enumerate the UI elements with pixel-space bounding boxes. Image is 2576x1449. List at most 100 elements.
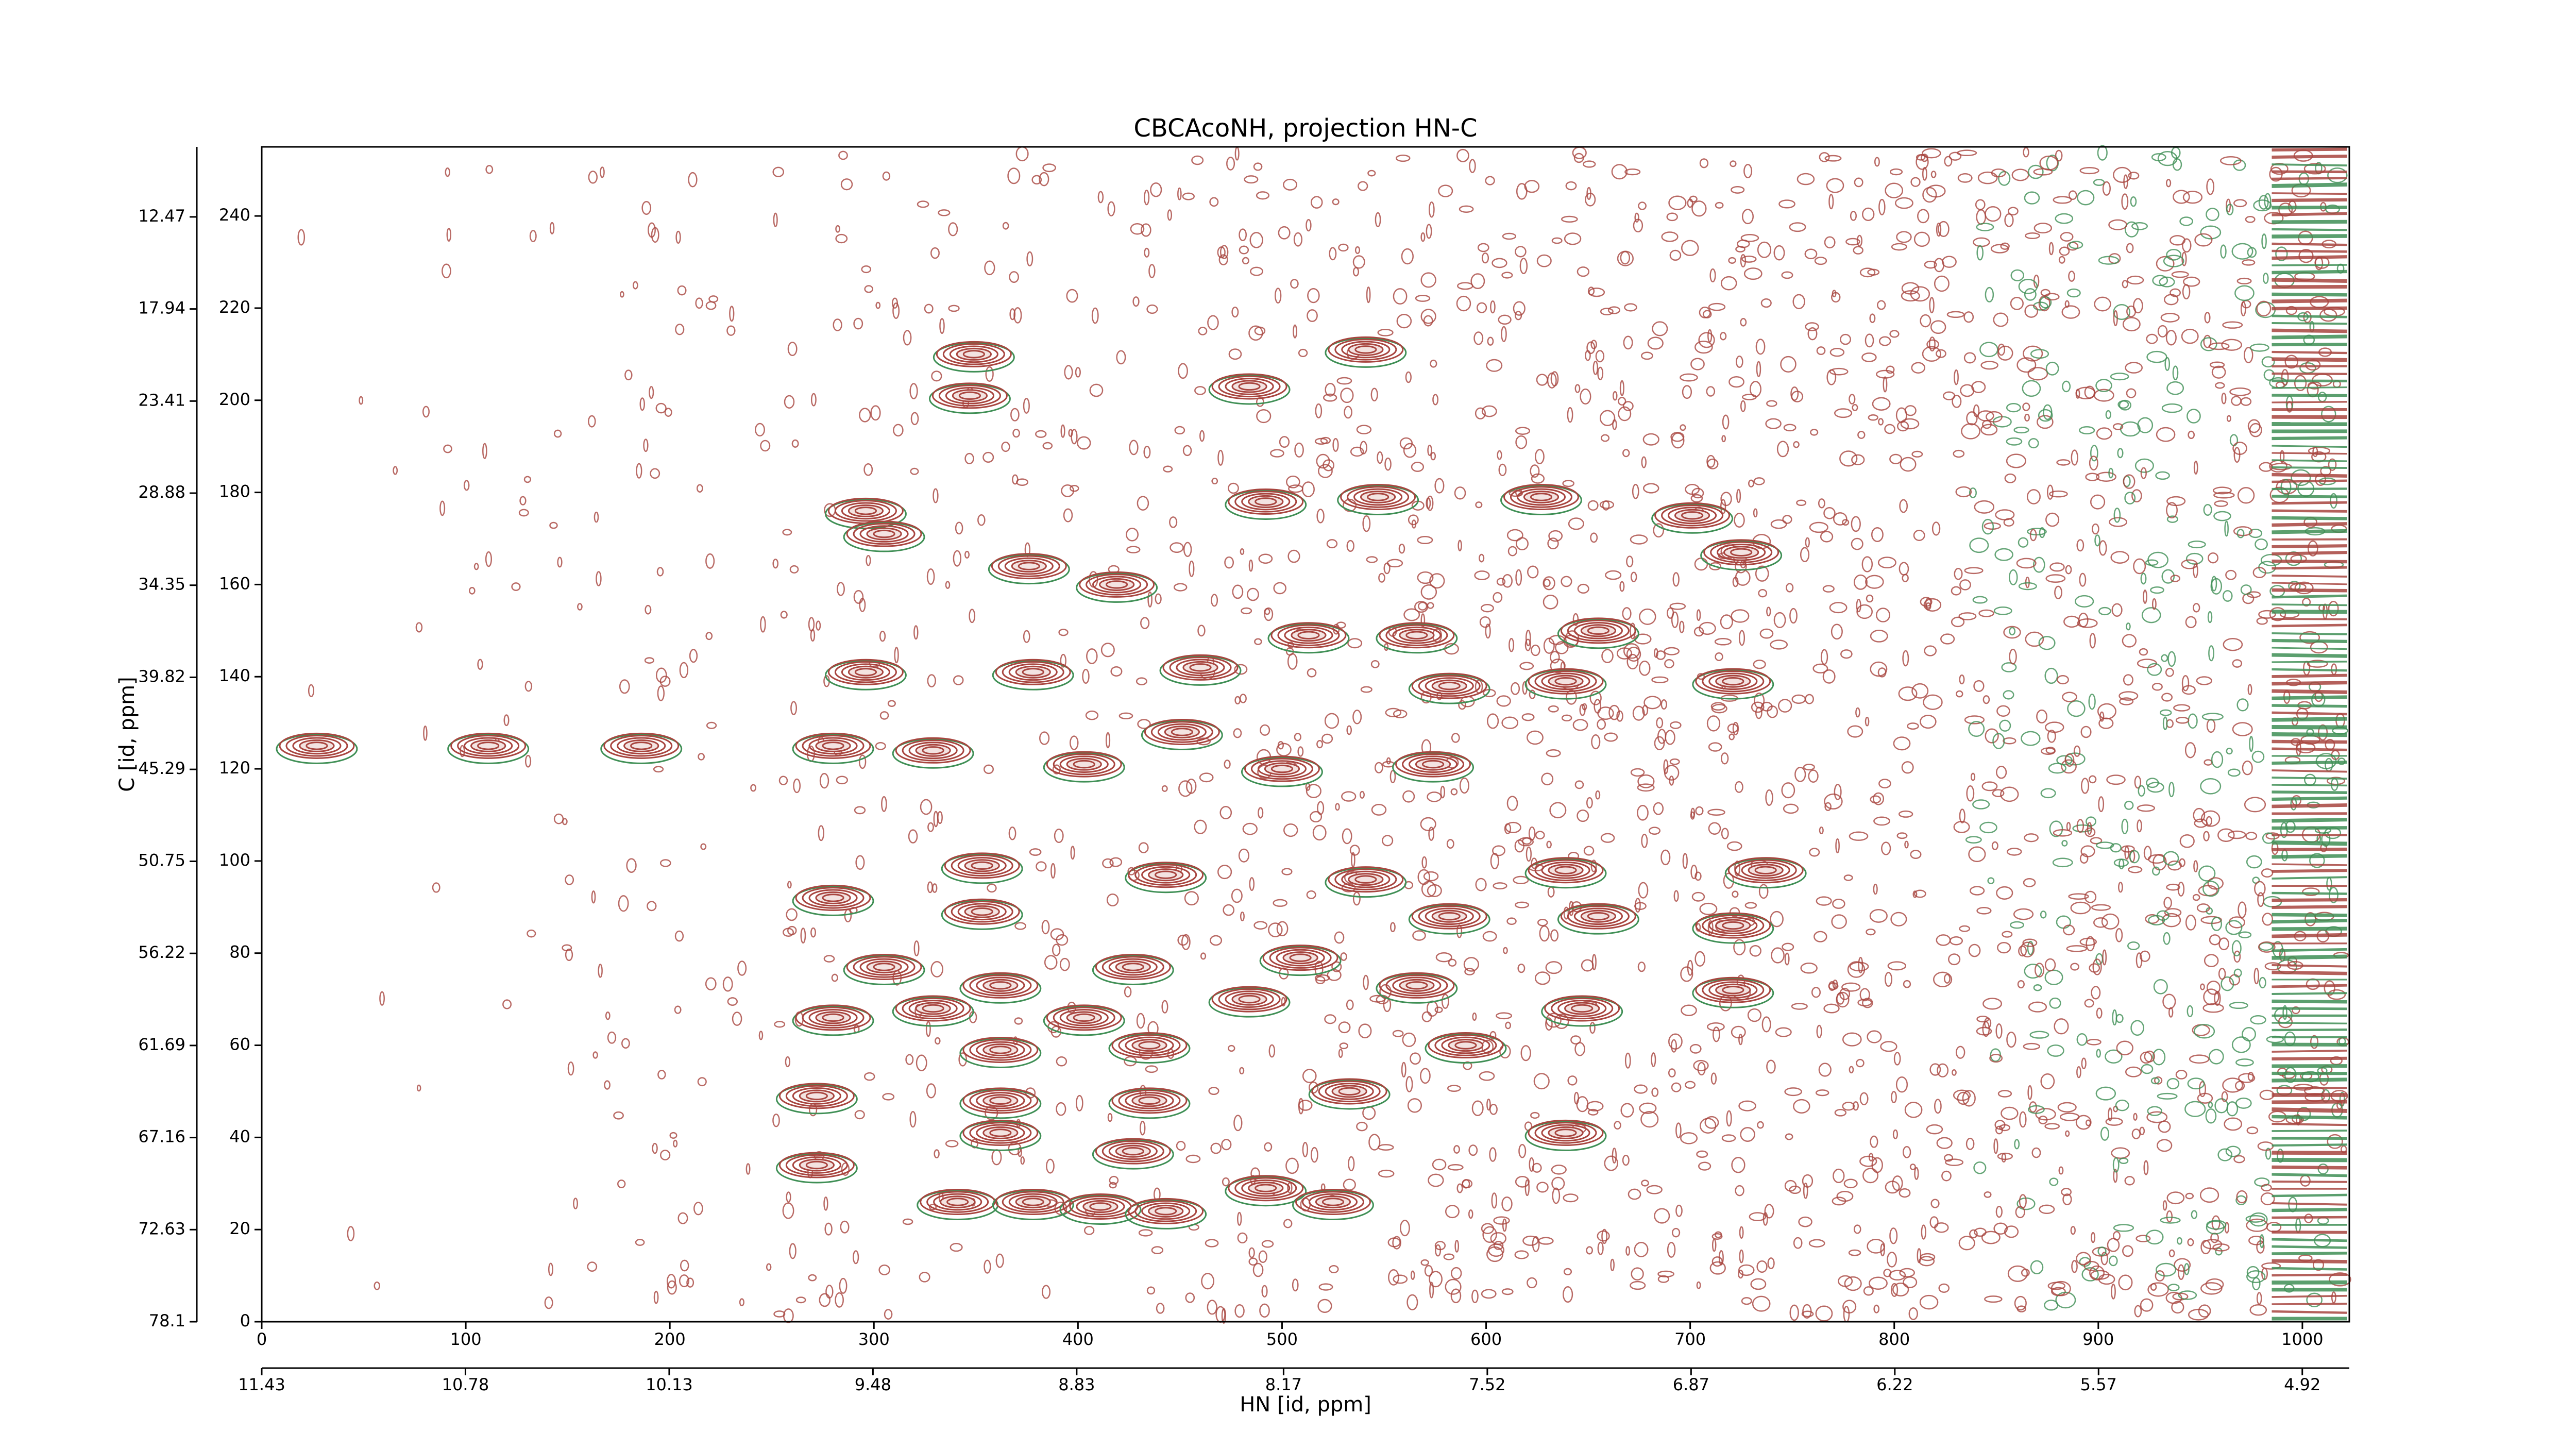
noise-contour xyxy=(2185,1192,2194,1200)
contour-ring xyxy=(1022,1198,1044,1206)
noise-contour xyxy=(2006,453,2026,468)
noise-contour xyxy=(1866,594,1874,603)
noise-contour xyxy=(1842,519,1850,526)
noise-contour xyxy=(878,1264,890,1275)
noise-contour xyxy=(2208,1101,2213,1108)
noise-contour xyxy=(1207,1300,1217,1315)
noise-contour xyxy=(2247,1071,2254,1082)
noise-contour xyxy=(2136,952,2143,969)
noise-contour xyxy=(2040,788,2056,799)
noise-contour xyxy=(1207,315,1219,330)
noise-contour xyxy=(1694,871,1702,881)
noise-contour xyxy=(1338,1021,1351,1034)
noise-contour xyxy=(1968,846,1986,863)
peak xyxy=(1292,1189,1374,1221)
noise-contour xyxy=(1208,1087,1219,1096)
noise-contour xyxy=(1430,359,1437,368)
noise-contour xyxy=(1962,1090,1976,1107)
noise-contour xyxy=(2147,1106,2163,1116)
noise-contour xyxy=(1845,238,1860,246)
noise-contour xyxy=(1770,639,1788,650)
noise-contour xyxy=(2081,1057,2087,1069)
noise-contour xyxy=(2044,1123,2060,1130)
contour-ring xyxy=(1392,626,1442,644)
peak xyxy=(992,1189,1074,1221)
noise-contour xyxy=(1814,931,1827,942)
contour-ring xyxy=(942,343,1005,365)
noise-contour xyxy=(2202,1239,2223,1250)
contour-ring xyxy=(1008,1193,1058,1211)
peak xyxy=(1524,1119,1607,1151)
noise-contour xyxy=(2330,493,2337,509)
noise-contour xyxy=(2150,586,2164,594)
noise-contour xyxy=(2165,668,2174,677)
noise-contour xyxy=(1622,449,1630,458)
contour-ring xyxy=(1118,1089,1181,1112)
noise-contour xyxy=(2171,1301,2184,1314)
peak xyxy=(1043,1004,1125,1036)
noise-contour xyxy=(1233,728,1242,738)
noise-contour xyxy=(2248,528,2263,538)
edge-band xyxy=(2272,1165,2348,1170)
contour-ring xyxy=(853,956,916,978)
noise-contour xyxy=(1855,707,1860,718)
contour-ring xyxy=(808,737,858,755)
contour-ring xyxy=(778,1152,855,1178)
noise-contour xyxy=(1789,608,1798,624)
noise-contour xyxy=(1576,1096,1589,1113)
contour-ring xyxy=(1128,862,1204,888)
contour-ring xyxy=(1169,656,1232,679)
noise-contour xyxy=(2156,427,2176,442)
noise-contour xyxy=(1539,925,1550,942)
noise-contour xyxy=(2205,1108,2217,1124)
noise-contour xyxy=(1515,569,1522,586)
noise-contour xyxy=(2063,615,2080,628)
noise-contour xyxy=(2203,503,2212,516)
noise-contour xyxy=(933,811,939,828)
noise-contour xyxy=(544,1296,553,1309)
contour-ring xyxy=(1108,1033,1191,1064)
edge-band xyxy=(2272,1056,2348,1061)
edge-band xyxy=(2272,551,2348,556)
noise-contour xyxy=(1477,243,1489,252)
contour-ring xyxy=(1571,1004,1594,1013)
noise-contour xyxy=(1622,1154,1630,1166)
noise-contour xyxy=(1824,802,1832,812)
noise-contour xyxy=(2105,1049,2123,1064)
noise-contour xyxy=(1661,231,1679,242)
contour-ring xyxy=(933,342,1015,373)
noise-contour xyxy=(2292,1114,2302,1124)
noise-contour xyxy=(1929,297,1935,314)
noise-contour xyxy=(1526,846,1532,862)
noise-contour xyxy=(2151,866,2160,876)
noise-contour xyxy=(2222,1077,2243,1093)
noise-contour xyxy=(2321,406,2336,423)
noise-contour xyxy=(2023,345,2043,362)
noise-contour xyxy=(2252,567,2266,579)
noise-contour xyxy=(1771,947,1785,964)
noise-contour xyxy=(1056,1056,1067,1067)
noise-contour xyxy=(1515,427,1531,435)
noise-contour xyxy=(2053,196,2072,204)
noise-contour xyxy=(1805,694,1814,704)
edge-band xyxy=(2272,1245,2348,1249)
noise-contour xyxy=(2093,917,2108,928)
noise-contour xyxy=(1711,1233,1723,1240)
noise-contour xyxy=(1503,947,1508,954)
noise-contour xyxy=(1618,406,1632,422)
noise-contour xyxy=(1109,1182,1117,1189)
noise-contour xyxy=(664,408,672,417)
noise-contour xyxy=(1767,705,1778,718)
contour-ring xyxy=(1043,1005,1125,1036)
noise-contour xyxy=(2130,1020,2144,1036)
noise-contour xyxy=(1029,848,1042,856)
noise-contour xyxy=(1457,282,1473,290)
noise-contour xyxy=(1574,1042,1585,1056)
noise-contour xyxy=(2084,827,2096,837)
noise-contour xyxy=(1952,395,1962,408)
noise-contour xyxy=(1358,1023,1372,1039)
noise-contour xyxy=(1734,513,1745,528)
noise-contour xyxy=(1453,1145,1460,1154)
noise-contour xyxy=(1366,287,1371,304)
noise-contour xyxy=(1834,784,1842,800)
